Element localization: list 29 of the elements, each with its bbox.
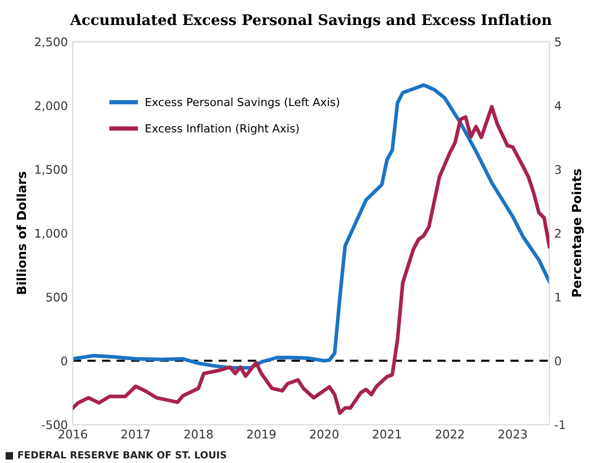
legend-label: Excess Inflation (Right Axis) [146,124,299,135]
y-tick-label: 2,500 [35,37,68,48]
y2-tick-label: 4 [554,101,562,110]
y-tick-label: 1,000 [35,228,68,239]
x-tick-label: 2021 [372,430,401,439]
y2-tick-label: 2 [555,228,561,238]
y-tick-label: 2,000 [35,101,68,112]
y2-tick-label: 5 [555,38,561,46]
line-series [72,83,550,370]
y2-axis-title: Percentage Points [572,169,584,297]
x-tick-label: 2022 [436,430,464,439]
x-tick-label: 2019 [247,430,276,439]
y-axis-title: Billions of Dollars [16,172,26,294]
x-tick-label: 2023 [498,430,527,439]
text: ■ FEDERAL RESERVE BANK OF ST. LOUIS [6,451,226,460]
y2-tick-label: 1 [556,292,561,302]
x-tick-label: 2017 [122,430,150,439]
legend-label: Excess Personal Savings (Left Axis) [146,98,340,108]
y2-tick-label: 0 [555,356,561,366]
chart-title: Accumulated Excess Personal Savings and Excess Inflation [70,14,552,28]
y2-tick-label: -1 [554,420,565,430]
y-tick-label: 500 [46,292,68,302]
y2-tick-label: 3 [555,165,561,174]
x-tick-label: 2016 [58,430,88,439]
y-tick-label: 1,500 [35,165,68,176]
y-tick-label: -500 [42,420,68,430]
y-tick-label: 0 [61,356,68,366]
x-tick-label: 2018 [184,430,213,439]
x-tick-label: 2020 [310,430,338,439]
